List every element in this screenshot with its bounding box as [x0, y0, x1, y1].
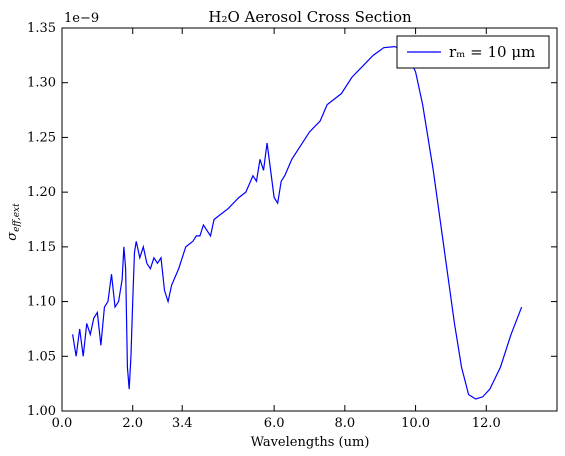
y-tick-label: 1.25: [27, 130, 56, 145]
y-tick-label: 1.35: [27, 21, 56, 36]
y-tick-label: 1.00: [27, 404, 56, 419]
x-tick-label: 12.0: [472, 416, 501, 431]
y-label-symbol: σ: [5, 231, 20, 241]
legend-label: rₘ = 10 μm: [449, 43, 535, 61]
y-offset-label: 1e−9: [64, 11, 99, 26]
x-tick-label: 0.0: [52, 416, 73, 431]
y-tick-label: 1.15: [27, 240, 56, 255]
x-tick-label: 2.0: [122, 416, 143, 431]
x-tick-label: 10.0: [401, 416, 430, 431]
data-line: [72, 45, 523, 400]
x-tick-label: 6.0: [264, 416, 285, 431]
y-tick-label: 1.05: [27, 349, 56, 364]
y-tick-label: 1.20: [27, 185, 56, 200]
x-axis-label: Wavelengths (um): [251, 435, 370, 450]
x-tick-label: 8.0: [335, 416, 356, 431]
x-tick-label: 3.4: [172, 416, 193, 431]
y-tick-label: 1.10: [27, 295, 56, 310]
y-label-subscript: eff,ext: [12, 203, 22, 232]
plot-frame: [61, 27, 558, 412]
chart-title: H₂O Aerosol Cross Section: [208, 8, 412, 26]
y-axis-label: σeff,ext: [5, 203, 22, 241]
y-tick-label: 1.30: [27, 76, 56, 91]
